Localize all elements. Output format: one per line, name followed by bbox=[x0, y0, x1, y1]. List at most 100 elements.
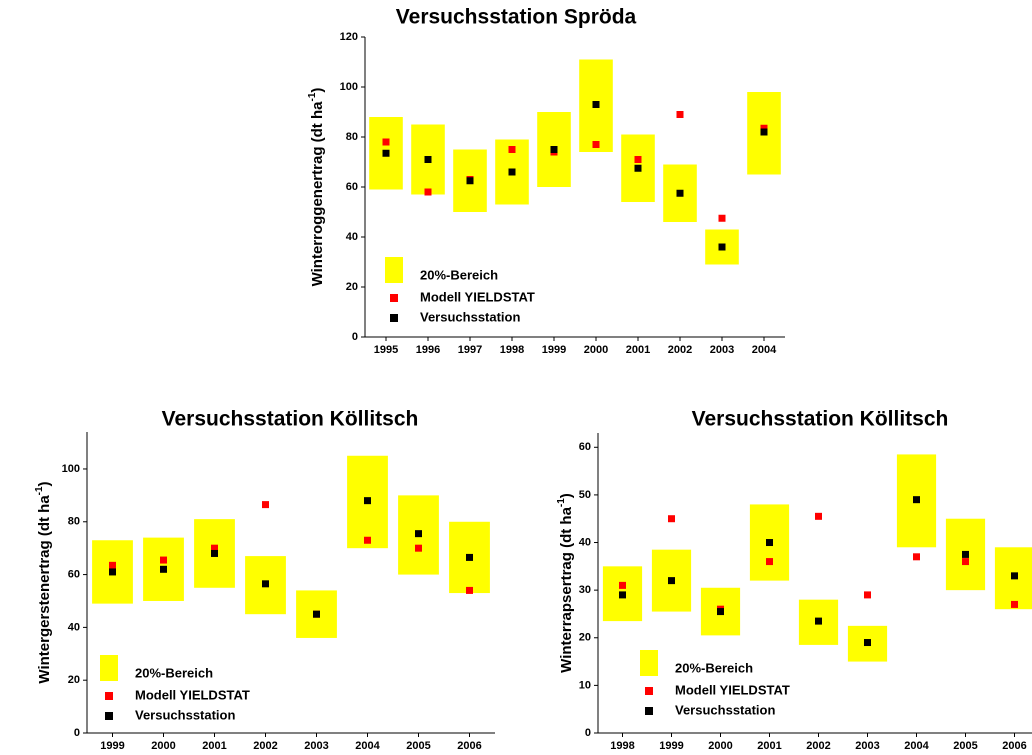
legend-label: Modell YIELDSTAT bbox=[420, 289, 535, 304]
y-tick-label: 10 bbox=[579, 679, 591, 691]
y-tick-label: 100 bbox=[62, 463, 80, 475]
legend-label: 20%-Bereich bbox=[420, 267, 498, 282]
x-tick-label: 2001 bbox=[626, 344, 650, 356]
legend-swatch bbox=[390, 314, 398, 322]
legend-swatch bbox=[645, 707, 653, 715]
legend-label: Versuchsstation bbox=[420, 309, 520, 324]
point bbox=[864, 639, 871, 647]
y-tick-label: 80 bbox=[68, 516, 80, 528]
legend-label: Modell YIELDSTAT bbox=[675, 682, 790, 697]
x-tick-label: 2004 bbox=[752, 344, 777, 356]
y-tick-label: 40 bbox=[346, 231, 358, 243]
legend-swatch bbox=[390, 294, 398, 302]
point bbox=[634, 164, 642, 172]
x-tick-label: 2006 bbox=[457, 740, 481, 752]
x-tick-label: 2002 bbox=[806, 740, 830, 752]
point bbox=[313, 610, 320, 618]
x-tick-label: 1995 bbox=[374, 344, 398, 356]
point bbox=[760, 128, 768, 136]
x-tick-label: 1999 bbox=[100, 740, 124, 752]
point bbox=[382, 149, 390, 157]
y-tick-label: 60 bbox=[579, 441, 591, 453]
point bbox=[262, 501, 269, 509]
y-tick-label: 0 bbox=[74, 727, 80, 739]
y-tick-label: 80 bbox=[346, 131, 358, 143]
point bbox=[211, 544, 218, 552]
point bbox=[466, 553, 473, 561]
point bbox=[508, 168, 516, 176]
x-tick-label: 2000 bbox=[708, 740, 732, 752]
y-tick-label: 30 bbox=[579, 584, 591, 596]
point bbox=[466, 177, 474, 185]
point bbox=[592, 141, 600, 148]
point bbox=[913, 553, 920, 561]
legend-swatch bbox=[385, 257, 403, 283]
legend-swatch bbox=[645, 687, 653, 695]
point bbox=[766, 558, 773, 566]
y-tick-label: 60 bbox=[346, 181, 358, 193]
x-tick-label: 2000 bbox=[584, 344, 608, 356]
point bbox=[718, 214, 726, 222]
x-tick-label: 2005 bbox=[406, 740, 430, 752]
y-axis-label-part: Wintergerstenertrag (dt ha bbox=[36, 495, 53, 684]
x-tick-label: 2001 bbox=[757, 740, 781, 752]
chart-title: Versuchsstation Köllitsch bbox=[692, 408, 949, 431]
chart-title: Versuchsstation Köllitsch bbox=[162, 408, 419, 431]
y-tick-label: 60 bbox=[68, 568, 80, 580]
point bbox=[415, 544, 422, 552]
y-tick-label: 0 bbox=[585, 727, 591, 739]
y-axis-label-part: -1 bbox=[307, 92, 318, 101]
legend-swatch bbox=[105, 692, 113, 700]
point bbox=[1011, 572, 1018, 580]
x-tick-label: 2001 bbox=[202, 740, 226, 752]
y-axis-label-part: Winterroggenertrag (dt ha bbox=[309, 101, 326, 287]
legend-label: Versuchsstation bbox=[675, 702, 775, 717]
y-axis-label: Wintergerstenertrag (dt ha-1) bbox=[34, 481, 53, 683]
y-axis-label-part: -1 bbox=[34, 486, 45, 495]
y-tick-label: 20 bbox=[346, 281, 358, 293]
y-tick-label: 0 bbox=[352, 331, 358, 343]
point bbox=[760, 124, 768, 132]
point bbox=[262, 580, 269, 588]
x-tick-label: 1996 bbox=[416, 344, 440, 356]
legend-swatch bbox=[640, 650, 658, 676]
point bbox=[676, 189, 684, 197]
y-tick-label: 20 bbox=[68, 674, 80, 686]
point bbox=[619, 591, 626, 599]
y-axis-label-part: Winterrapsertrag (dt ha bbox=[558, 506, 575, 672]
point bbox=[592, 101, 600, 108]
point bbox=[634, 156, 642, 163]
legend-label: 20%-Bereich bbox=[135, 665, 213, 680]
x-tick-label: 1999 bbox=[542, 344, 566, 356]
point bbox=[160, 565, 167, 573]
x-tick-label: 2003 bbox=[304, 740, 328, 752]
point bbox=[962, 550, 969, 558]
y-tick-label: 100 bbox=[340, 81, 358, 93]
legend-swatch bbox=[100, 655, 118, 681]
point bbox=[109, 561, 116, 569]
x-tick-label: 2002 bbox=[253, 740, 277, 752]
point bbox=[1011, 600, 1018, 608]
point bbox=[668, 515, 675, 523]
point bbox=[109, 568, 116, 576]
legend-swatch bbox=[105, 712, 113, 720]
x-tick-label: 2003 bbox=[855, 740, 879, 752]
point bbox=[668, 577, 675, 585]
legend-label: Modell YIELDSTAT bbox=[135, 687, 250, 702]
point bbox=[550, 146, 558, 153]
point bbox=[364, 497, 371, 505]
chart-title: Versuchsstation Spröda bbox=[396, 6, 637, 29]
y-axis-label-part: ) bbox=[558, 493, 575, 498]
point bbox=[364, 536, 371, 544]
point bbox=[718, 243, 726, 251]
point bbox=[864, 591, 871, 599]
x-tick-label: 2006 bbox=[1002, 740, 1026, 752]
legend-label: Versuchsstation bbox=[135, 707, 235, 722]
x-tick-label: 2005 bbox=[953, 740, 977, 752]
y-axis-label-part: ) bbox=[309, 88, 326, 93]
y-axis-label: Winterrapsertrag (dt ha-1) bbox=[556, 493, 575, 673]
x-tick-label: 2000 bbox=[151, 740, 175, 752]
y-axis-label: Winterroggenertrag (dt ha-1) bbox=[307, 88, 326, 287]
